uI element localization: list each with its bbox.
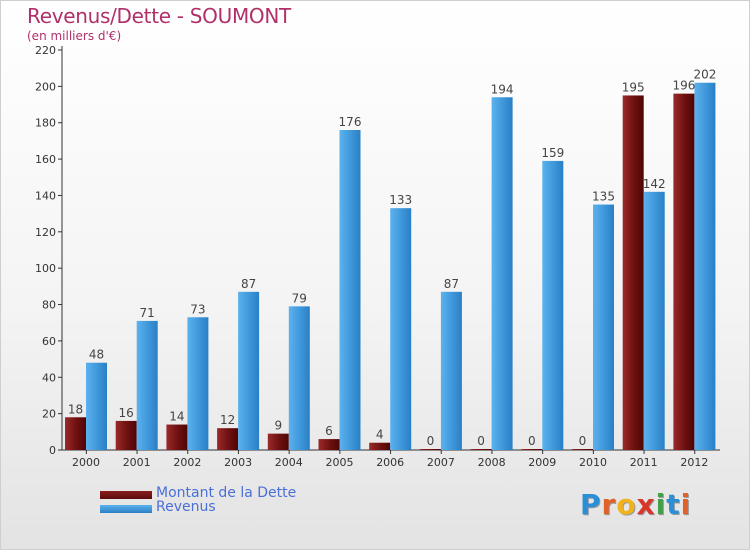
data-label-debt: 12 — [220, 413, 235, 427]
bar-debt — [369, 442, 391, 450]
y-tick-label: 40 — [42, 371, 56, 384]
x-tick-label: 2004 — [275, 456, 303, 469]
legend-swatch-revenue — [100, 505, 152, 513]
bar-debt — [217, 428, 239, 450]
data-label-revenue: 135 — [592, 190, 615, 204]
legend-label-revenue: Revenus — [156, 499, 216, 515]
x-tick-label: 2012 — [680, 456, 708, 469]
y-tick-label: 0 — [49, 444, 56, 457]
bar-revenue — [593, 204, 614, 450]
y-tick-label: 60 — [42, 335, 56, 348]
y-tick-label: 20 — [42, 408, 56, 421]
legend-swatch-debt — [100, 491, 152, 499]
data-label-debt: 4 — [376, 428, 384, 442]
bar-revenue — [187, 317, 209, 450]
y-tick-label: 220 — [35, 44, 56, 57]
x-tick-label: 2003 — [224, 456, 252, 469]
bar-debt — [115, 420, 137, 450]
logo-letter: P — [580, 488, 602, 521]
proxiti-logo: Proxiti — [580, 488, 691, 521]
x-tick-label: 2011 — [630, 456, 658, 469]
x-tick-label: 2005 — [326, 456, 354, 469]
data-label-revenue: 73 — [190, 302, 205, 316]
bar-debt — [65, 417, 86, 450]
bar-debt — [166, 424, 188, 450]
bar-debt — [521, 449, 543, 450]
data-label-debt: 16 — [119, 406, 134, 420]
bar-revenue — [390, 208, 412, 450]
bar-debt — [470, 449, 492, 450]
data-label-revenue: 194 — [491, 82, 514, 96]
legend-label-debt: Montant de la Dette — [156, 485, 297, 501]
logo-letter: o — [616, 488, 637, 521]
bar-debt — [318, 439, 340, 450]
bar-revenue — [136, 320, 158, 450]
x-tick-label: 2006 — [376, 456, 404, 469]
data-label-debt: 9 — [274, 419, 282, 433]
bar-debt — [622, 95, 644, 451]
data-label-debt: 196 — [672, 79, 695, 93]
bar-revenue — [238, 291, 260, 450]
bar-revenue — [339, 130, 361, 450]
data-label-revenue: 176 — [339, 115, 362, 129]
chart-title: Revenus/Dette - SOUMONT — [27, 4, 291, 28]
y-tick-label: 80 — [42, 299, 56, 312]
logo-letter: i — [680, 488, 692, 521]
bar-revenue — [542, 160, 564, 450]
logo-letter: t — [666, 488, 681, 521]
x-tick-label: 2002 — [173, 456, 201, 469]
data-label-debt: 6 — [325, 424, 333, 438]
x-tick-label: 2010 — [579, 456, 607, 469]
data-label-revenue: 133 — [389, 193, 412, 207]
data-label-revenue: 48 — [89, 348, 104, 362]
bar-revenue — [86, 362, 107, 450]
logo-letter: r — [601, 488, 617, 521]
bar-revenue — [440, 291, 462, 450]
data-label-revenue: 87 — [444, 277, 459, 291]
x-tick-label: 2009 — [528, 456, 556, 469]
data-label-revenue: 79 — [292, 291, 307, 305]
data-label-debt: 0 — [427, 434, 435, 448]
x-tick-label: 2000 — [72, 456, 100, 469]
y-tick-label: 100 — [35, 262, 56, 275]
y-tick-label: 160 — [35, 153, 56, 166]
x-tick-label: 2007 — [427, 456, 455, 469]
chart-subtitle: (en milliers d'€) — [27, 29, 122, 43]
y-tick-label: 180 — [35, 117, 56, 130]
data-label-revenue: 202 — [693, 68, 716, 82]
y-tick-label: 120 — [35, 226, 56, 239]
bar-revenue — [643, 191, 665, 450]
data-label-revenue: 159 — [541, 146, 564, 160]
data-label-debt: 0 — [477, 434, 485, 448]
bar-debt — [419, 449, 441, 450]
data-label-debt: 0 — [579, 434, 587, 448]
bars — [65, 82, 716, 451]
data-label-debt: 18 — [68, 402, 83, 416]
data-label-revenue: 71 — [140, 306, 155, 320]
bar-debt — [267, 433, 289, 450]
data-label-revenue: 142 — [643, 177, 666, 191]
bar-debt — [572, 449, 593, 450]
bar-revenue — [694, 82, 716, 451]
data-label-revenue: 87 — [241, 277, 256, 291]
logo-letter: x — [636, 488, 656, 521]
y-tick-label: 140 — [35, 189, 56, 202]
data-label-debt: 195 — [622, 80, 645, 94]
x-tick-label: 2001 — [123, 456, 151, 469]
logo-letter: i — [655, 488, 667, 521]
x-tick-label: 2008 — [478, 456, 506, 469]
data-label-debt: 0 — [528, 434, 536, 448]
bar-revenue — [491, 97, 513, 450]
y-tick-label: 200 — [35, 80, 56, 93]
data-labels: 18 48 16 71 14 73 12 87 9 79 6 176 4 133 0 87 0 194 0 159 0 1… — [68, 68, 716, 448]
bar-debt — [673, 93, 695, 451]
data-label-debt: 14 — [169, 410, 184, 424]
bar-revenue — [288, 306, 310, 450]
